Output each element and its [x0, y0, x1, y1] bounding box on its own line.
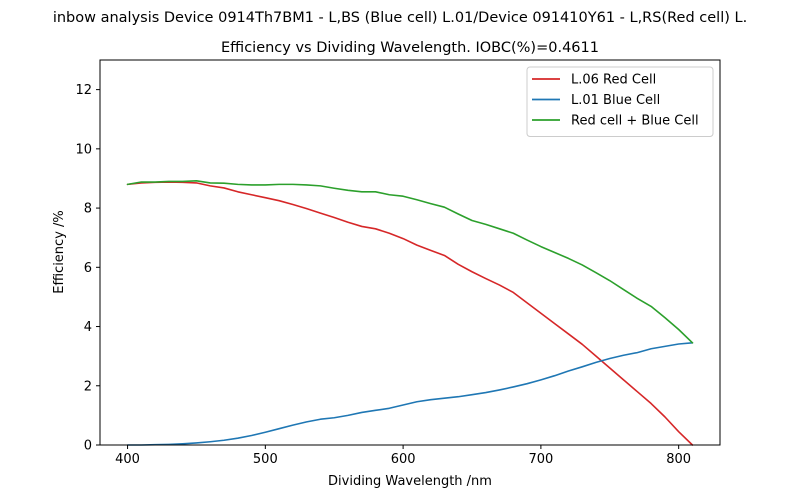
y-tick-label-5: 10 — [75, 142, 92, 157]
legend-box — [526, 66, 714, 137]
x-tick-label-0: 400 — [115, 452, 140, 467]
plot-lines — [126, 180, 694, 446]
y-tick-label-3: 6 — [84, 261, 92, 276]
series-line-1 — [126, 342, 694, 446]
chart-title-line2: Efficiency vs Dividing Wavelength. IOBC(… — [221, 40, 599, 56]
y-axis-label: Efficiency /% — [52, 210, 67, 293]
x-tick-label-1: 500 — [253, 452, 278, 467]
y-axis-ticks: 0 2 4 6 8 10 12 — [75, 83, 100, 454]
legend-label-1: L.01 Blue Cell — [571, 93, 660, 108]
y-tick-label-0: 0 — [84, 439, 92, 454]
y-tick-label-2: 4 — [84, 320, 92, 335]
x-axis-label: Dividing Wavelength /nm — [328, 474, 492, 489]
x-tick-label-2: 600 — [391, 452, 416, 467]
legend-label-0: L.06 Red Cell — [571, 73, 656, 88]
chart-title-line1: inbow analysis Device 0914Th7BM1 - L,BS … — [53, 10, 747, 26]
legend: L.06 Red Cell L.01 Blue Cell Red cell + Bl… — [526, 66, 714, 137]
series-line-0 — [126, 181, 694, 446]
legend-label-2: Red cell + Blue Cell — [571, 114, 699, 129]
series-line-2 — [126, 180, 694, 344]
x-tick-label-3: 700 — [528, 452, 553, 467]
x-axis-ticks: 400 500 600 700 800 — [115, 445, 691, 467]
plot-frame — [99, 59, 721, 446]
y-tick-label-1: 2 — [84, 379, 92, 394]
x-tick-label-4: 800 — [666, 452, 691, 467]
y-tick-label-6: 12 — [75, 83, 92, 98]
y-tick-label-4: 8 — [84, 202, 92, 217]
